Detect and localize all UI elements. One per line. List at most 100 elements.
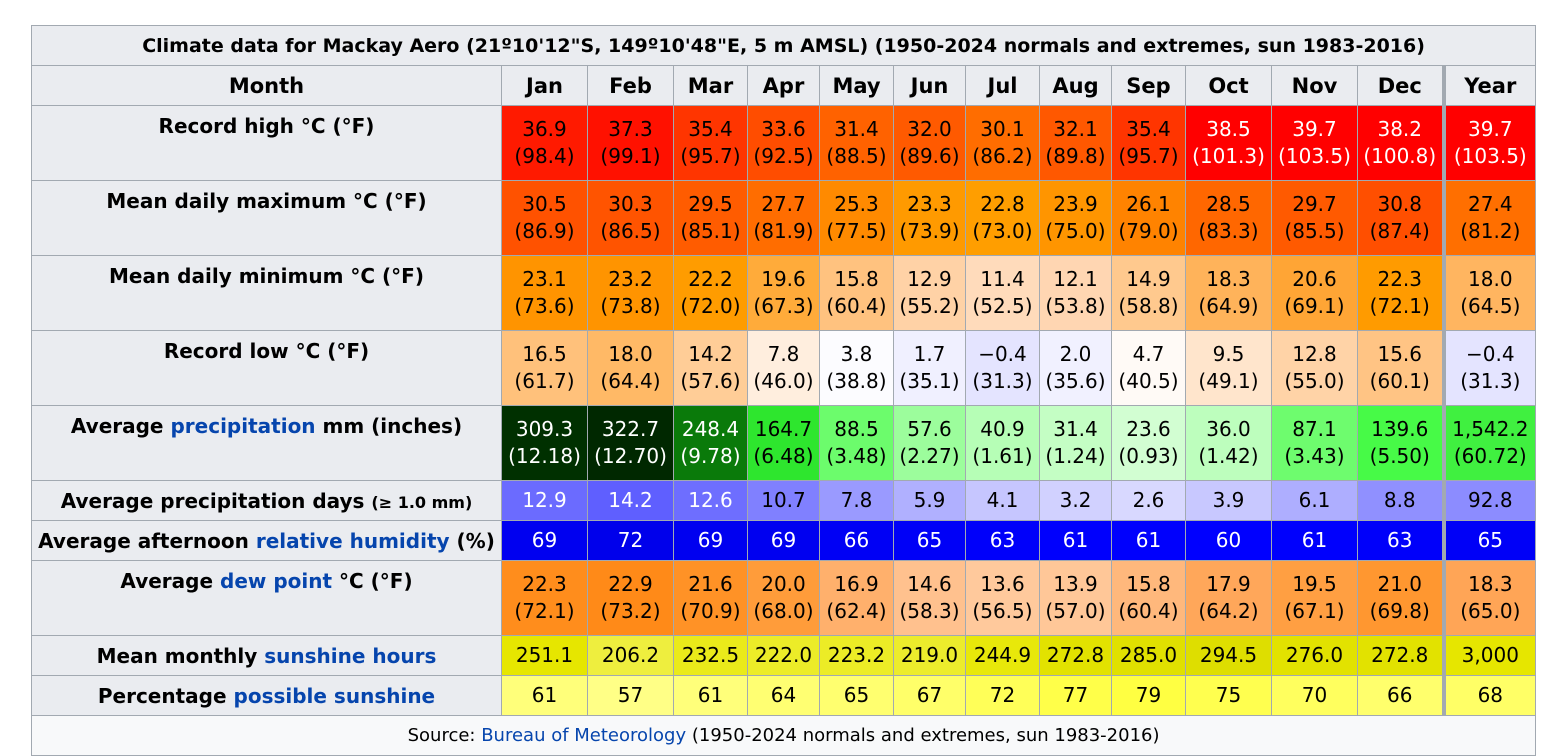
metric-value: 61 xyxy=(697,683,724,707)
imperial-value: (60.1) xyxy=(1369,369,1430,393)
metric-value: 18.0 xyxy=(608,342,653,366)
table-row: Record low °C (°F) 16.5 (61.7) 18.0 (64.4) 14… xyxy=(31,330,1537,406)
value-cell: 16.9 (62.4) xyxy=(819,560,894,636)
month-header-0: Jan xyxy=(501,65,588,106)
metric-value: 69 xyxy=(770,528,797,552)
metric-value: 37.3 xyxy=(608,117,653,141)
value-cell: 66 xyxy=(1357,675,1444,716)
table-row: Mean monthly sunshine hours 251.1 206.2 232… xyxy=(31,635,1537,676)
year-cell: 65 xyxy=(1441,520,1537,561)
value-cell: 63 xyxy=(1357,520,1444,561)
imperial-value: (83.3) xyxy=(1198,219,1259,243)
value-cell: 36.0 (1.42) xyxy=(1185,405,1272,481)
metric-value: 23.2 xyxy=(608,267,653,291)
value-cell: 22.9 (73.2) xyxy=(587,560,674,636)
month-header-5: Jun xyxy=(893,65,966,106)
row-label-link[interactable]: relative humidity xyxy=(255,528,450,553)
metric-value: 285.0 xyxy=(1119,643,1178,667)
metric-value: 18.3 xyxy=(1468,572,1513,596)
value-cell: 139.6 (5.50) xyxy=(1357,405,1444,481)
value-cell: 69 xyxy=(747,520,820,561)
value-cell: 35.4 (95.7) xyxy=(1111,105,1186,181)
imperial-value: (12.18) xyxy=(508,444,581,468)
metric-value: 206.2 xyxy=(601,643,660,667)
table-row: Average afternoon relative humidity (%) 6… xyxy=(31,520,1537,561)
value-cell: 4.1 xyxy=(965,480,1040,521)
metric-value: 2.6 xyxy=(1132,488,1165,512)
month-header-1: Feb xyxy=(587,65,674,106)
metric-value: 16.9 xyxy=(834,572,879,596)
year-cell: 68 xyxy=(1441,675,1537,716)
year-cell: 27.4 (81.2) xyxy=(1441,180,1537,256)
imperial-value: (61.7) xyxy=(514,369,575,393)
metric-value: 75 xyxy=(1215,683,1242,707)
row-label-link[interactable]: precipitation xyxy=(170,414,316,438)
imperial-value: (2.27) xyxy=(899,444,960,468)
row-label-link[interactable]: possible sunshine xyxy=(233,683,436,708)
value-cell: 18.3 (64.9) xyxy=(1185,255,1272,331)
metric-value: 67 xyxy=(916,683,943,707)
metric-value: 68 xyxy=(1477,683,1504,707)
metric-value: 272.8 xyxy=(1371,643,1429,667)
imperial-value: (56.5) xyxy=(972,599,1033,623)
row-label-link[interactable]: sunshine hours xyxy=(264,643,437,668)
value-cell: 19.6 (67.3) xyxy=(747,255,820,331)
month-header-11: Dec xyxy=(1357,65,1444,106)
imperial-value: (57.0) xyxy=(1045,599,1106,623)
metric-value: 35.4 xyxy=(688,117,733,141)
metric-value: 22.3 xyxy=(1377,267,1423,291)
row-label: Record low °C (°F) xyxy=(31,330,502,406)
value-cell: 87.1 (3.43) xyxy=(1271,405,1358,481)
month-header-7: Aug xyxy=(1039,65,1112,106)
value-cell: 19.5 (67.1) xyxy=(1271,560,1358,636)
imperial-value: (87.4) xyxy=(1369,219,1430,243)
value-cell: 30.3 (86.5) xyxy=(587,180,674,256)
row-label-text: Mean daily maximum °C (°F) xyxy=(106,189,427,213)
value-cell: 38.5 (101.3) xyxy=(1185,105,1272,181)
metric-value: 61 xyxy=(531,683,558,707)
value-cell: 309.3 (12.18) xyxy=(501,405,588,481)
metric-value: 3.2 xyxy=(1059,488,1092,512)
imperial-value: (1.61) xyxy=(972,444,1033,468)
metric-value: 29.7 xyxy=(1292,192,1337,216)
metric-value: 248.4 xyxy=(681,417,740,441)
imperial-value: (40.5) xyxy=(1118,369,1179,393)
value-cell: 232.5 xyxy=(673,635,748,676)
metric-value: 1.7 xyxy=(913,342,946,366)
row-label: Mean daily minimum °C (°F) xyxy=(31,255,502,331)
value-cell: 15.8 (60.4) xyxy=(819,255,894,331)
row-label-link[interactable]: dew point xyxy=(220,569,333,593)
metric-value: 72 xyxy=(989,683,1016,707)
metric-value: 3.9 xyxy=(1212,488,1245,512)
month-header-4: May xyxy=(819,65,894,106)
metric-value: 12.6 xyxy=(688,488,733,512)
metric-value: 219.0 xyxy=(900,643,959,667)
metric-value: 26.1 xyxy=(1126,192,1171,216)
metric-value: 69 xyxy=(531,528,558,552)
value-cell: 22.2 (72.0) xyxy=(673,255,748,331)
imperial-value: (73.6) xyxy=(514,294,575,318)
imperial-value: (64.9) xyxy=(1198,294,1259,318)
metric-value: 19.6 xyxy=(761,267,806,291)
row-label-unit: mm (inches) xyxy=(315,414,463,438)
imperial-value: (12.70) xyxy=(594,444,667,468)
value-cell: 61 xyxy=(1111,520,1186,561)
table-row: Mean daily maximum °C (°F) 30.5 (86.9) 30.3… xyxy=(31,180,1537,256)
imperial-value: (100.8) xyxy=(1363,144,1437,168)
imperial-value: (72.1) xyxy=(1369,294,1430,318)
metric-value: 22.2 xyxy=(688,267,733,291)
value-cell: 223.2 xyxy=(819,635,894,676)
value-cell: 40.9 (1.61) xyxy=(965,405,1040,481)
month-header-9: Oct xyxy=(1185,65,1272,106)
imperial-value: (1.24) xyxy=(1045,444,1106,468)
metric-value: 9.5 xyxy=(1212,342,1245,366)
metric-value: 57 xyxy=(617,683,644,707)
row-label: Average precipitation mm (inches) xyxy=(31,405,502,481)
value-cell: 63 xyxy=(965,520,1040,561)
value-cell: 21.6 (70.9) xyxy=(673,560,748,636)
value-cell: 27.7 (81.9) xyxy=(747,180,820,256)
value-cell: 272.8 xyxy=(1039,635,1112,676)
source-link[interactable]: Bureau of Meteorology xyxy=(481,725,687,746)
metric-value: 22.9 xyxy=(608,572,653,596)
imperial-value: (55.0) xyxy=(1284,369,1345,393)
